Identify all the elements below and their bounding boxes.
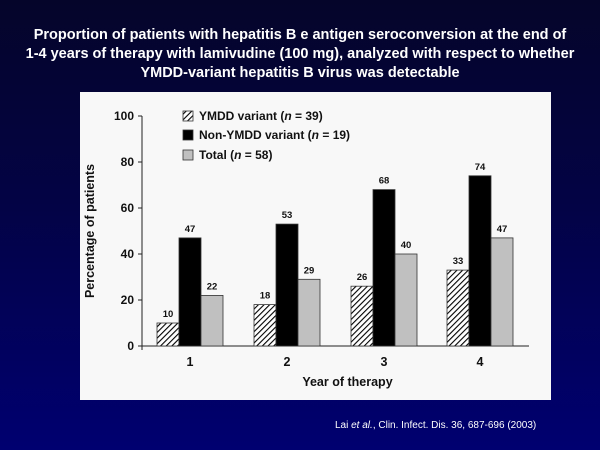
title-line-2: 1-4 years of therapy with lamivudine (10… <box>25 46 575 62</box>
data-label: 40 <box>401 240 412 251</box>
data-label: 26 <box>357 272 368 283</box>
y-tick-label: 20 <box>121 293 135 307</box>
bar-ymdd-variant-1 <box>156 322 180 347</box>
data-label: 22 <box>207 281 218 292</box>
data-label: 47 <box>497 224 508 235</box>
y-tick-label: 40 <box>121 247 135 261</box>
legend-swatch <box>182 110 194 122</box>
data-label: 18 <box>260 291 271 302</box>
citation-author: Lai <box>335 420 352 431</box>
y-tick-label: 60 <box>121 201 135 215</box>
data-label: 33 <box>453 256 464 267</box>
data-label: 47 <box>185 224 196 235</box>
legend-swatch <box>182 129 194 141</box>
slide-title: Proportion of patients with hepatitis B … <box>0 26 600 83</box>
citation: Lai et al., Clin. Infect. Dis. 36, 687-6… <box>335 420 536 431</box>
x-tick-label: 4 <box>477 355 484 369</box>
bar-ymdd-variant-3 <box>350 285 374 347</box>
legend-entry: Non-YMDD variant (n = 19) <box>199 128 350 142</box>
bar-total-2 <box>297 278 321 347</box>
bar-non-ymdd-variant-3 <box>372 189 396 347</box>
legend-entry: YMDD variant (n = 39) <box>199 109 323 123</box>
bar-non-ymdd-variant-1 <box>178 237 202 347</box>
bar-ymdd-variant-4 <box>446 269 470 347</box>
data-label: 10 <box>163 309 174 320</box>
x-tick-label: 3 <box>381 355 388 369</box>
title-line-1: Proportion of patients with hepatitis B … <box>33 27 567 43</box>
citation-source: , Clin. Infect. Dis. 36, 687-696 (2003) <box>372 420 537 431</box>
legend-entry: Total (n = 58) <box>199 148 272 162</box>
y-tick-label: 0 <box>127 339 134 353</box>
citation-etal: et al. <box>351 420 373 431</box>
data-label: 74 <box>475 162 486 173</box>
chart-panel: 0 20 40 60 80 100 Percentage of patients Year o… <box>80 92 551 400</box>
y-tick-label: 80 <box>121 155 135 169</box>
bar-non-ymdd-variant-4 <box>468 175 492 347</box>
title-line-3: YMDD-variant hepatitis B virus was detec… <box>140 65 460 81</box>
bar-total-3 <box>394 253 418 347</box>
bar-non-ymdd-variant-2 <box>275 223 299 347</box>
x-axis-label: Year of therapy <box>302 375 392 389</box>
x-tick-label: 1 <box>187 355 194 369</box>
x-tick-label: 2 <box>284 355 291 369</box>
legend-swatch <box>182 149 194 161</box>
y-axis-label: Percentage of patients <box>83 164 97 298</box>
data-label: 29 <box>304 265 315 276</box>
bar-chart: 0 20 40 60 80 100 Percentage of patients Year o… <box>83 109 529 389</box>
data-label: 53 <box>282 210 293 221</box>
data-label: 68 <box>379 176 390 187</box>
bar-total-1 <box>200 294 224 347</box>
bar-total-4 <box>490 237 514 347</box>
bar-ymdd-variant-2 <box>253 304 277 347</box>
y-tick-label: 100 <box>114 109 134 123</box>
